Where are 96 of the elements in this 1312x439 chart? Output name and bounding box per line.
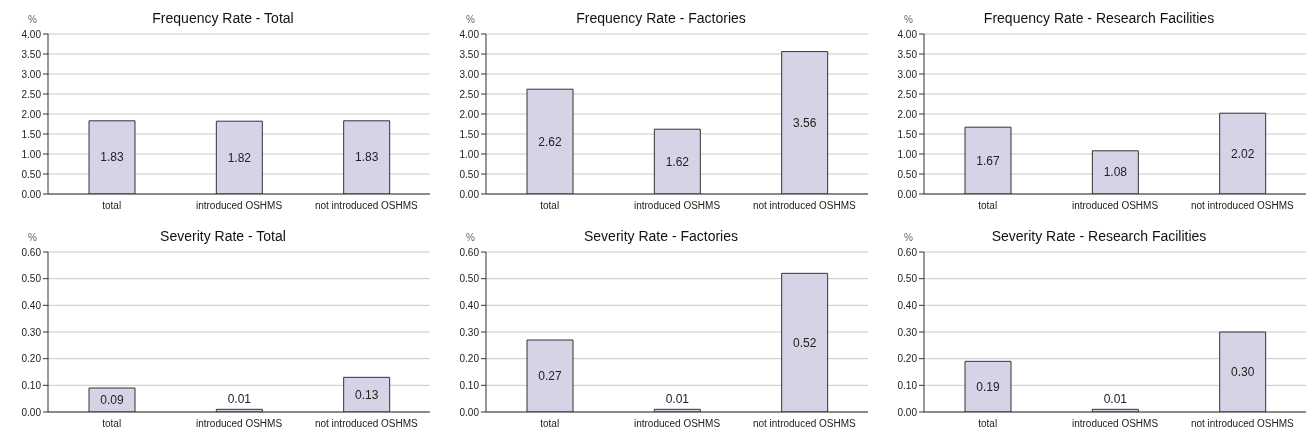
data-label: 0.01 <box>665 392 690 407</box>
data-label: 0.01 <box>1103 392 1128 407</box>
y-tick-label: 0.00 <box>897 406 918 418</box>
y-tick-label: 3.00 <box>897 68 918 80</box>
y-tick-label: 0.00 <box>459 406 480 418</box>
y-tick-label: 3.50 <box>897 48 918 60</box>
data-label: 2.62 <box>538 134 562 149</box>
y-tick-label: 3.00 <box>21 68 42 80</box>
y-tick-label: 0.30 <box>21 326 42 338</box>
y-tick-label: 0.40 <box>459 299 480 311</box>
y-tick-label: 0.00 <box>897 188 918 200</box>
y-axis-title: % <box>466 14 475 25</box>
y-tick-label: 1.00 <box>897 148 918 160</box>
data-label: 0.13 <box>354 387 379 402</box>
chart-title: Frequency Rate - Research Facilities <box>983 10 1215 26</box>
y-tick-label: 0.50 <box>459 168 480 180</box>
x-tick-label: introduced OSHMS <box>633 418 721 430</box>
y-tick-label: 0.60 <box>21 246 42 258</box>
y-tick-label: 2.00 <box>459 108 480 120</box>
x-tick-label: not introduced OSHMS <box>1190 200 1295 212</box>
y-tick-label: 0.50 <box>21 168 42 180</box>
y-axis-title: % <box>466 232 475 243</box>
data-label: 0.27 <box>538 369 562 383</box>
x-tick-label: total <box>540 418 560 430</box>
x-tick-label: introduced OSHMS <box>633 200 721 212</box>
y-tick-label: 0.40 <box>21 299 42 311</box>
y-tick-label: 2.00 <box>897 108 918 120</box>
y-tick-label: 0.00 <box>459 188 480 200</box>
data-label: 1.08 <box>1103 165 1128 180</box>
y-tick-label: 3.50 <box>459 48 480 60</box>
data-label: 3.56 <box>792 115 817 130</box>
data-label: 1.83 <box>354 150 379 165</box>
y-tick-label: 3.00 <box>459 68 480 80</box>
y-tick-label: 0.50 <box>21 273 42 285</box>
y-tick-label: 0.00 <box>21 406 42 418</box>
x-tick-label: total <box>102 418 122 430</box>
x-tick-label: total <box>978 200 998 212</box>
y-tick-label: 2.50 <box>897 88 918 100</box>
y-axis-title: % <box>904 232 913 243</box>
y-tick-label: 0.10 <box>21 379 42 391</box>
chart-title: Frequency Rate - Factories <box>576 10 746 26</box>
chart-title: Severity Rate - Total <box>160 228 286 244</box>
x-tick-label: not introduced OSHMS <box>752 418 857 430</box>
data-label: 0.52 <box>792 335 817 350</box>
y-tick-label: 0.50 <box>897 168 918 180</box>
y-axis-title: % <box>28 14 37 25</box>
y-tick-label: 0.30 <box>459 326 480 338</box>
x-tick-label: total <box>978 418 998 430</box>
y-tick-label: 4.00 <box>897 28 918 40</box>
y-tick-label: 0.20 <box>21 353 42 365</box>
y-tick-label: 1.00 <box>21 148 42 160</box>
y-tick-label: 0.30 <box>897 326 918 338</box>
y-tick-label: 0.60 <box>459 246 480 258</box>
data-label: 0.01 <box>227 392 252 407</box>
y-tick-label: 4.00 <box>21 28 42 40</box>
x-tick-label: not introduced OSHMS <box>1190 418 1295 430</box>
y-tick-label: 0.40 <box>897 299 918 311</box>
chart-title: Frequency Rate - Total <box>152 10 294 26</box>
data-label: 2.02 <box>1230 146 1255 161</box>
y-tick-label: 2.50 <box>21 88 42 100</box>
y-tick-label: 0.50 <box>897 273 918 285</box>
data-label: 1.62 <box>665 154 690 169</box>
data-label: 1.82 <box>227 150 252 165</box>
y-tick-label: 2.00 <box>21 108 42 120</box>
y-tick-label: 1.50 <box>21 128 42 140</box>
x-tick-label: not introduced OSHMS <box>314 418 419 430</box>
x-tick-label: introduced OSHMS <box>1071 418 1159 430</box>
y-tick-label: 0.00 <box>21 188 42 200</box>
y-tick-label: 0.50 <box>459 273 480 285</box>
y-tick-label: 0.10 <box>459 379 480 391</box>
x-tick-label: not introduced OSHMS <box>752 200 857 212</box>
y-axis-title: % <box>28 232 37 243</box>
chart-title: Severity Rate - Research Facilities <box>991 228 1207 244</box>
data-label: 0.19 <box>976 379 1000 394</box>
data-label: 1.83 <box>100 150 124 165</box>
y-tick-label: 1.00 <box>459 148 480 160</box>
y-tick-label: 0.60 <box>897 246 918 258</box>
y-tick-label: 0.10 <box>897 379 918 391</box>
y-tick-label: 3.50 <box>21 48 42 60</box>
data-label: 0.30 <box>1230 365 1255 379</box>
data-label: 1.67 <box>976 153 1000 168</box>
x-tick-label: total <box>540 200 560 212</box>
y-tick-label: 1.50 <box>897 128 918 140</box>
y-tick-label: 0.20 <box>459 353 480 365</box>
y-tick-label: 0.20 <box>897 353 918 365</box>
data-label: 0.09 <box>100 393 124 407</box>
y-tick-label: 2.50 <box>459 88 480 100</box>
x-tick-label: introduced OSHMS <box>195 200 283 212</box>
y-tick-label: 4.00 <box>459 28 480 40</box>
chart-title: Severity Rate - Factories <box>583 228 739 244</box>
y-tick-label: 1.50 <box>459 128 480 140</box>
x-tick-label: not introduced OSHMS <box>314 200 419 212</box>
x-tick-label: introduced OSHMS <box>195 418 283 430</box>
x-tick-label: total <box>102 200 122 212</box>
y-axis-title: % <box>904 14 913 25</box>
x-tick-label: introduced OSHMS <box>1071 200 1159 212</box>
